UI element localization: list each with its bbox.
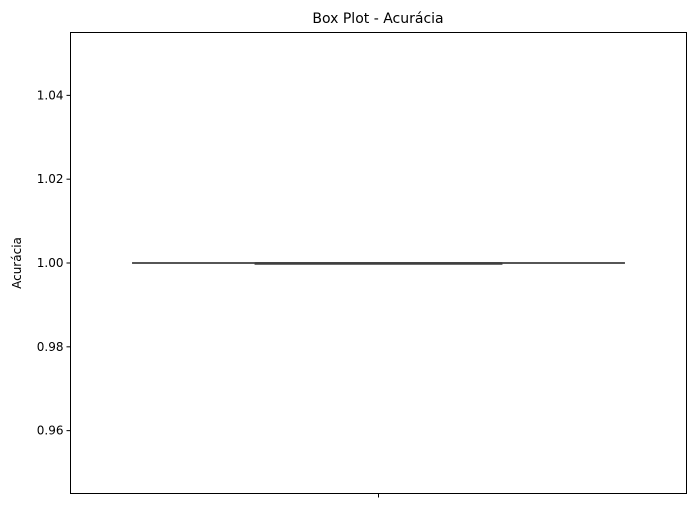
y-tick-label: 0.96 xyxy=(37,424,64,438)
y-tick-label: 1.00 xyxy=(37,256,64,270)
plot-area-frame xyxy=(70,32,687,494)
box-elements xyxy=(132,262,625,265)
y-tick-label: 1.04 xyxy=(37,88,64,102)
y-axis-ticks: 0.96 0.98 1.00 1.02 1.04 xyxy=(37,88,71,438)
chart-title: Box Plot - Acurácia xyxy=(312,11,443,27)
y-tick-label: 0.98 xyxy=(37,340,64,354)
y-tick-label: 1.02 xyxy=(37,172,64,186)
y-axis-label: Acurácia xyxy=(10,237,24,289)
